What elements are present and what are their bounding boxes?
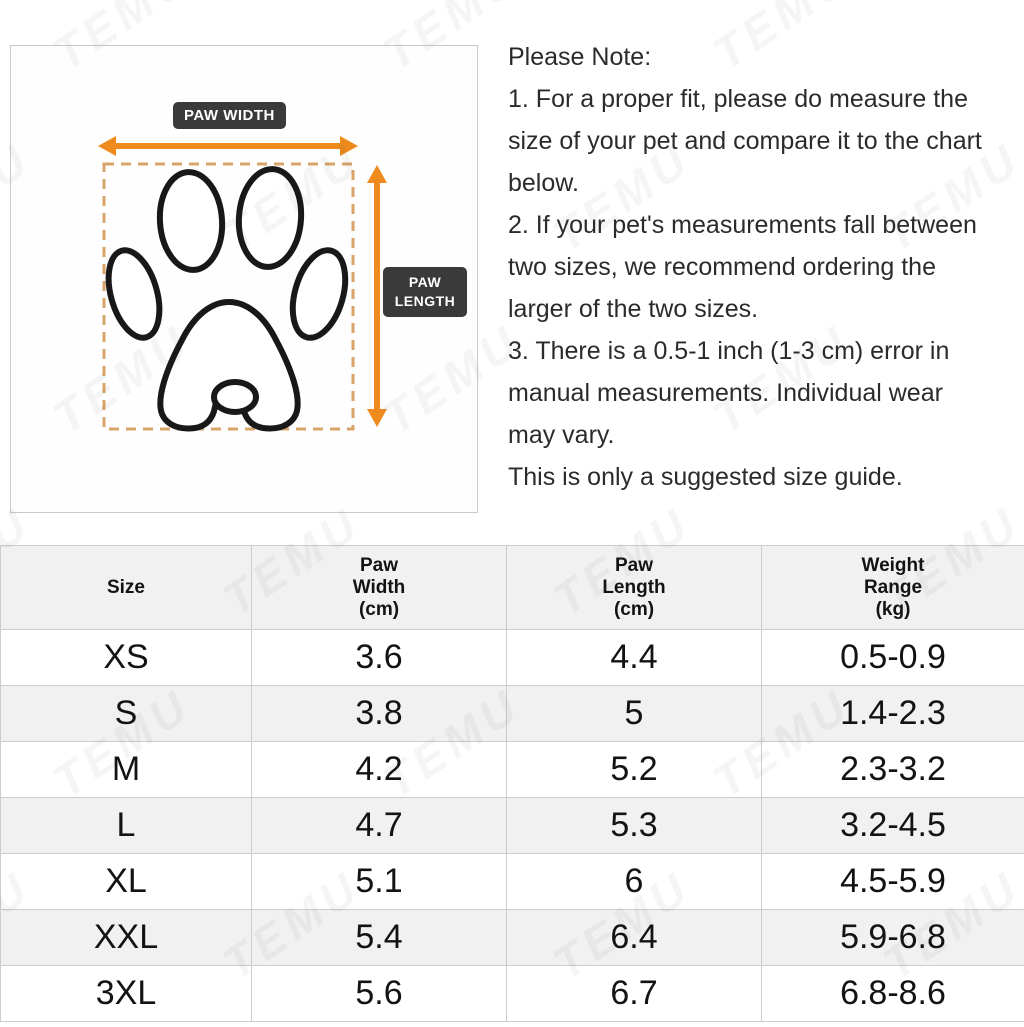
table-cell: S <box>0 685 252 742</box>
size-table-body: XS 3.6 4.4 0.5-0.9 S 3.8 5 1.4-2.3 M 4.2 5.2 2.3-3.… <box>0 629 1024 1022</box>
table-cell: L <box>0 797 252 854</box>
column-header-weight-range: Weight Range (kg) <box>761 545 1024 630</box>
note-line: two sizes, we recommend ordering the <box>508 253 936 281</box>
table-cell: 5.3 <box>506 797 762 854</box>
table-cell: 4.5-5.9 <box>761 853 1024 910</box>
notes-section: Please Note: 1. For a proper fit, please… <box>508 36 1018 498</box>
note-line: may vary. <box>508 421 615 449</box>
table-row: M 4.2 5.2 2.3-3.2 <box>0 741 1024 798</box>
paw-width-arrow <box>98 136 358 156</box>
note-line: larger of the two sizes. <box>508 295 759 323</box>
notes-title: Please Note: <box>508 43 652 71</box>
table-cell: 0.5-0.9 <box>761 629 1024 686</box>
table-row: S 3.8 5 1.4-2.3 <box>0 685 1024 742</box>
table-cell: 5.9-6.8 <box>761 909 1024 966</box>
table-row: L 4.7 5.3 3.2-4.5 <box>0 797 1024 854</box>
measurement-dashed-box <box>102 162 355 431</box>
table-cell: 1.4-2.3 <box>761 685 1024 742</box>
column-header-paw-width: Paw Width (cm) <box>251 545 507 630</box>
table-cell: XXL <box>0 909 252 966</box>
table-cell: 5.6 <box>251 965 507 1022</box>
note-line: size of your pet and compare it to the c… <box>508 127 982 155</box>
table-row: XL 5.1 6 4.5-5.9 <box>0 853 1024 910</box>
paw-print <box>105 166 349 432</box>
note-line: below. <box>508 169 579 197</box>
table-header-row: Size Paw Width (cm) Paw Length (cm) Weig… <box>0 545 1024 630</box>
table-cell: 6 <box>506 853 762 910</box>
table-cell: 5.1 <box>251 853 507 910</box>
note-line: 1. For a proper fit, please do measure t… <box>508 85 968 113</box>
note-line: 3. There is a 0.5-1 inch (1-3 cm) error … <box>508 337 950 365</box>
table-cell: 4.7 <box>251 797 507 854</box>
table-row: XXL 5.4 6.4 5.9-6.8 <box>0 909 1024 966</box>
table-cell: 3.2-4.5 <box>761 797 1024 854</box>
table-cell: 5.2 <box>506 741 762 798</box>
table-cell: 4.2 <box>251 741 507 798</box>
table-cell: 3.8 <box>251 685 507 742</box>
column-header-size: Size <box>0 545 252 630</box>
table-cell: 5 <box>506 685 762 742</box>
paw-print-illustration <box>98 136 387 432</box>
note-line: manual measurements. Individual wear <box>508 379 943 407</box>
paw-length-arrow <box>367 165 387 427</box>
table-cell: XS <box>0 629 252 686</box>
table-cell: 4.4 <box>506 629 762 686</box>
table-cell: 6.8-8.6 <box>761 965 1024 1022</box>
table-cell: 6.4 <box>506 909 762 966</box>
table-cell: 3XL <box>0 965 252 1022</box>
note-line: This is only a suggested size guide. <box>508 463 903 491</box>
table-cell: M <box>0 741 252 798</box>
table-cell: 5.4 <box>251 909 507 966</box>
table-row: XS 3.6 4.4 0.5-0.9 <box>0 629 1024 686</box>
table-cell: 6.7 <box>506 965 762 1022</box>
table-cell: 3.6 <box>251 629 507 686</box>
paw-width-label: PAW WIDTH <box>173 102 286 129</box>
paw-measurement-diagram: PAW WIDTH PAW LENGTH <box>10 45 478 513</box>
table-cell: 2.3-3.2 <box>761 741 1024 798</box>
table-row: 3XL 5.6 6.7 6.8-8.6 <box>0 965 1024 1022</box>
column-header-paw-length: Paw Length (cm) <box>506 545 762 630</box>
size-chart-table: Size Paw Width (cm) Paw Length (cm) Weig… <box>0 545 1024 1022</box>
table-cell: XL <box>0 853 252 910</box>
paw-length-label: PAW LENGTH <box>383 267 467 317</box>
note-line: 2. If your pet's measurements fall betwe… <box>508 211 977 239</box>
